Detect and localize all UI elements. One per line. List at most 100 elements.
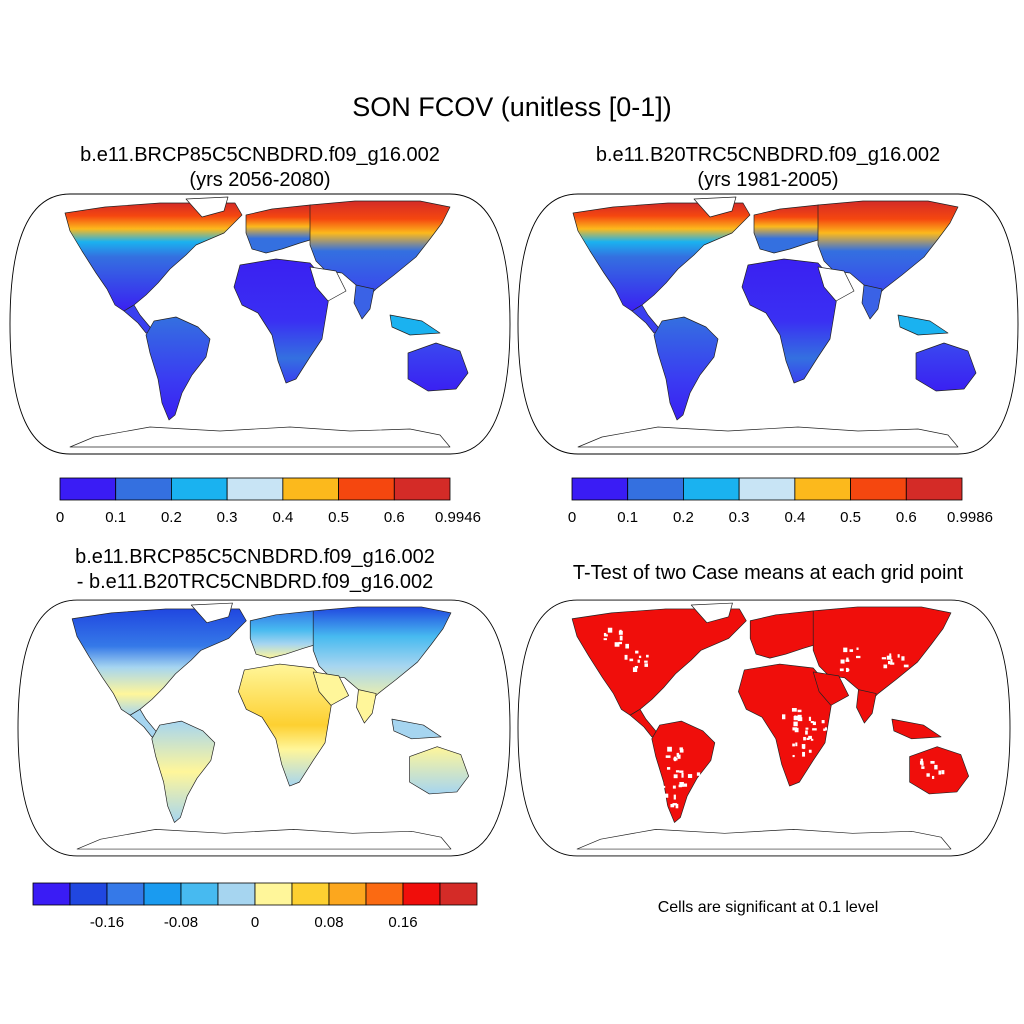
colorbar-swatch [683, 477, 740, 501]
nonsignificant-cell [839, 668, 844, 672]
nonsignificant-cell [846, 657, 849, 661]
land-arab [312, 671, 349, 706]
nonsignificant-cell [808, 749, 812, 753]
colorbar-swatch [627, 477, 684, 501]
nonsignificant-cell [808, 716, 812, 721]
colorbar-label: 0.2 [673, 509, 694, 526]
nonsignificant-cell [679, 747, 683, 751]
nonsignificant-cell [736, 680, 740, 684]
panel-3-title: b.e11.BRCP85C5CNBDRD.f09_g16.002 - b.e11… [5, 545, 505, 595]
colorbar-swatch [794, 477, 851, 501]
land-as [309, 200, 451, 302]
nonsignificant-cell [782, 714, 786, 720]
map-panel-3-difference [17, 599, 511, 857]
nonsignificant-cell [624, 654, 628, 660]
colorbar-swatch [106, 882, 145, 906]
colorbar-panel-2: 0 0.1 0.2 0.3 0.4 0.5 0.6 0.9986 [568, 477, 993, 526]
colorbar-label: 0.3 [217, 509, 238, 526]
land-gl [690, 602, 733, 624]
colorbar-swatch [32, 882, 71, 906]
nonsignificant-cell [812, 721, 816, 726]
land-na [71, 608, 247, 716]
land-as [312, 606, 452, 706]
colorbar-panel-1: 0 0.1 0.2 0.3 0.4 0.5 0.6 0.9946 [56, 477, 481, 526]
colorbar-label: 0.16 [388, 914, 417, 931]
nonsignificant-cell [883, 664, 888, 669]
nonsignificant-cell [673, 774, 678, 779]
nonsignificant-cell [637, 659, 640, 663]
land-indo [391, 718, 442, 740]
land-ant [577, 426, 959, 448]
nonsignificant-cell [696, 772, 701, 776]
colorbar-swatch [291, 882, 330, 906]
land-ant [76, 829, 452, 850]
colorbar-label: 0.3 [729, 509, 750, 526]
colorbar-swatch [171, 477, 228, 501]
nonsignificant-cell [801, 744, 806, 749]
nonsignificant-cell [672, 785, 676, 789]
nonsignificant-cell [673, 794, 676, 800]
nonsignificant-cell [792, 754, 795, 758]
colorbar-label: 0.6 [384, 509, 405, 526]
nonsignificant-cell [791, 708, 797, 712]
nonsignificant-cell [856, 647, 859, 650]
nonsignificant-cell [618, 630, 623, 635]
panel-2-case-name: b.e11.B20TRC5CNBDRD.f09_g16.002 [595, 144, 941, 166]
nonsignificant-cell [670, 803, 675, 808]
nonsignificant-cell [806, 737, 810, 741]
map-projection-border [517, 599, 1011, 857]
nonsignificant-cell [802, 751, 806, 757]
main-title: SON FCOV (unitless [0-1]) [352, 92, 672, 122]
colorbar-label: -0.08 [164, 914, 198, 931]
nonsignificant-cell [681, 772, 684, 778]
colorbar-swatch [850, 477, 907, 501]
land-gl [693, 196, 737, 218]
map-projection-border [17, 599, 511, 857]
nonsignificant-cell [886, 655, 892, 660]
nonsignificant-cell [666, 767, 671, 770]
nonsignificant-cell [644, 663, 648, 667]
nonsignificant-cell [793, 715, 799, 721]
nonsignificant-cell [696, 783, 701, 788]
nonsignificant-cell [823, 728, 826, 731]
land-aus [915, 342, 977, 392]
land-na [571, 608, 747, 716]
nonsignificant-cell [926, 773, 930, 777]
colorbar-swatch [738, 477, 796, 501]
colorbar-label: 0 [568, 509, 576, 526]
nonsignificant-cell [676, 752, 680, 758]
nonsignificant-cell [603, 632, 607, 636]
colorbar-label: 0.6 [896, 509, 917, 526]
nonsignificant-cell [663, 785, 666, 788]
colorbar-label: 0.5 [328, 509, 349, 526]
map-panel-4-ttest [517, 599, 1011, 857]
nonsignificant-cell [638, 655, 642, 659]
land-india [856, 689, 877, 724]
nonsignificant-cell [664, 793, 669, 798]
nonsignificant-cell [718, 679, 722, 684]
nonsignificant-cell [667, 746, 672, 752]
land-india [861, 284, 883, 320]
land-indo [897, 314, 949, 336]
land-ant [576, 829, 952, 850]
land-arab [309, 266, 347, 302]
land-aus [407, 342, 469, 392]
nonsignificant-cell [795, 742, 798, 747]
panel-1-case-name: b.e11.BRCP85C5CNBDRD.f09_g16.002 [80, 144, 440, 166]
nonsignificant-cell [805, 727, 809, 730]
nonsignificant-cell [619, 635, 623, 641]
colorbar-label: 0.4 [784, 509, 805, 526]
map-projection-border [517, 193, 1019, 455]
panel-3-case-b: - b.e11.B20TRC5CNBDRD.f09_g16.002 [76, 571, 434, 593]
nonsignificant-cell [793, 721, 798, 727]
nonsignificant-cell [603, 638, 607, 641]
map-land-layer [571, 602, 970, 850]
colorbar-swatch [338, 477, 395, 501]
colorbar-label: 0.08 [314, 914, 343, 931]
nonsignificant-cell [672, 803, 677, 806]
colorbar-swatch [393, 477, 451, 501]
colorbar-swatch [143, 882, 182, 906]
nonsignificant-cell [679, 782, 684, 787]
nonsignificant-cell [794, 727, 799, 733]
land-indo [389, 314, 441, 336]
